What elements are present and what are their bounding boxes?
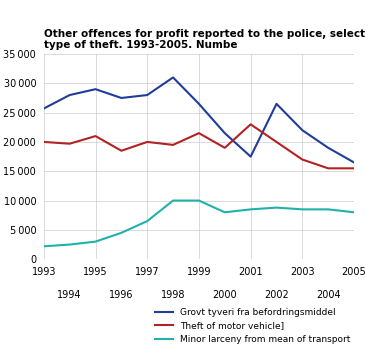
Grovt tyveri fra befordringsmiddel [93, 87, 98, 91]
Grovt tyveri fra befordringsmiddel [274, 102, 279, 106]
Minor larceny from mean of transport [300, 207, 304, 212]
Grovt tyveri fra befordringsmiddel [119, 96, 124, 100]
Grovt tyveri fra befordringsmiddel [171, 75, 175, 80]
Grovt tyveri fra befordringsmiddel [249, 154, 253, 159]
Minor larceny from mean of transport [42, 244, 46, 248]
Grovt tyveri fra befordringsmiddel [197, 102, 201, 106]
Theft of motor vehicle] [274, 140, 279, 144]
Minor larceny from mean of transport [197, 198, 201, 203]
Minor larceny from mean of transport [352, 210, 356, 215]
Theft of motor vehicle] [93, 134, 98, 138]
Grovt tyveri fra befordringsmiddel [352, 160, 356, 165]
Grovt tyveri fra befordringsmiddel [145, 93, 149, 97]
Theft of motor vehicle] [197, 131, 201, 135]
Minor larceny from mean of transport [68, 242, 72, 247]
Text: 2000: 2000 [212, 290, 237, 300]
Grovt tyveri fra befordringsmiddel [300, 128, 304, 132]
Text: 1998: 1998 [161, 290, 185, 300]
Theft of motor vehicle] [352, 166, 356, 171]
Theft of motor vehicle] [171, 143, 175, 147]
Line: Minor larceny from mean of transport: Minor larceny from mean of transport [44, 201, 354, 246]
Legend: Grovt tyveri fra befordringsmiddel, Theft of motor vehicle], Minor larceny from : Grovt tyveri fra befordringsmiddel, Thef… [151, 304, 354, 348]
Theft of motor vehicle] [68, 141, 72, 146]
Theft of motor vehicle] [119, 149, 124, 153]
Text: 2002: 2002 [264, 290, 289, 300]
Minor larceny from mean of transport [274, 206, 279, 210]
Minor larceny from mean of transport [119, 231, 124, 235]
Grovt tyveri fra befordringsmiddel [42, 106, 46, 111]
Theft of motor vehicle] [223, 146, 227, 150]
Text: 2004: 2004 [316, 290, 341, 300]
Grovt tyveri fra befordringsmiddel [326, 146, 330, 150]
Line: Grovt tyveri fra befordringsmiddel: Grovt tyveri fra befordringsmiddel [44, 77, 354, 162]
Grovt tyveri fra befordringsmiddel [68, 93, 72, 97]
Theft of motor vehicle] [326, 166, 330, 171]
Minor larceny from mean of transport [249, 207, 253, 212]
Minor larceny from mean of transport [93, 239, 98, 244]
Minor larceny from mean of transport [171, 198, 175, 203]
Minor larceny from mean of transport [145, 219, 149, 223]
Minor larceny from mean of transport [223, 210, 227, 215]
Line: Theft of motor vehicle]: Theft of motor vehicle] [44, 124, 354, 168]
Grovt tyveri fra befordringsmiddel [223, 131, 227, 135]
Text: Other offences for profit reported to the police, selected
type of theft. 1993-2: Other offences for profit reported to th… [44, 29, 365, 50]
Text: 1996: 1996 [109, 290, 134, 300]
Theft of motor vehicle] [42, 140, 46, 144]
Text: 1994: 1994 [57, 290, 82, 300]
Theft of motor vehicle] [300, 157, 304, 162]
Theft of motor vehicle] [249, 122, 253, 126]
Minor larceny from mean of transport [326, 207, 330, 212]
Theft of motor vehicle] [145, 140, 149, 144]
